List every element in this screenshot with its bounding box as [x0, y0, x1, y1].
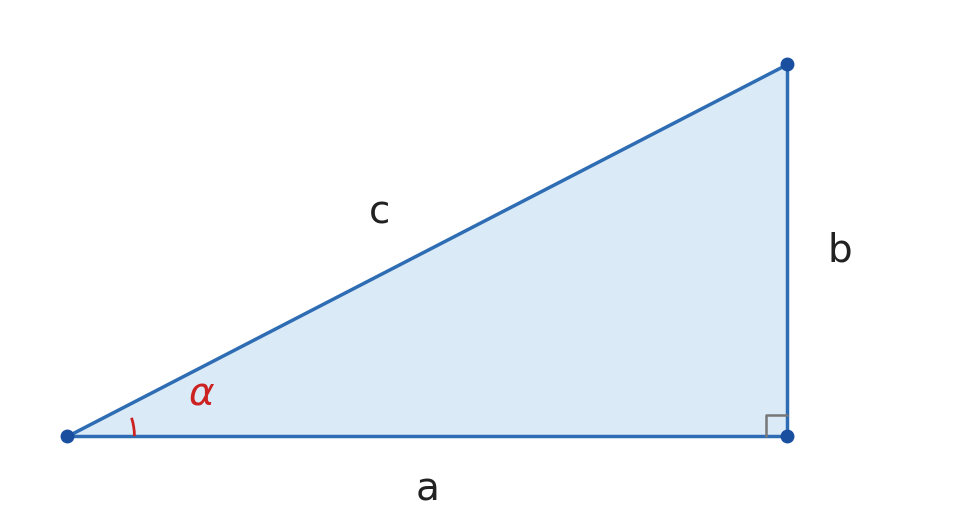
- Polygon shape: [67, 64, 787, 436]
- Text: b: b: [828, 231, 852, 269]
- Text: a: a: [416, 470, 439, 509]
- Text: α: α: [189, 376, 214, 414]
- Text: c: c: [369, 194, 390, 232]
